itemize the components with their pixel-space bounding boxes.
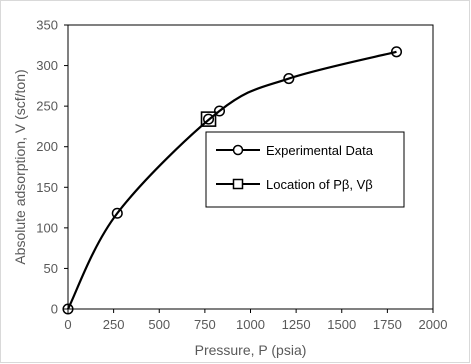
experimental-data-point — [283, 73, 295, 85]
x-tick-label: 2000 — [419, 317, 448, 332]
y-tick-label: 300 — [36, 58, 58, 73]
y-tick-label: 50 — [44, 261, 58, 276]
experimental-data-point — [213, 105, 226, 117]
y-axis-ticks: 0 50 100 150 200 250 300 350 — [36, 18, 68, 317]
x-tick-label: 500 — [148, 317, 170, 332]
y-tick-label: 0 — [51, 302, 58, 317]
p-beta-location-point — [202, 113, 215, 125]
p-beta-location-marker — [200, 111, 217, 127]
marker-layer — [62, 46, 403, 315]
y-tick-label: 350 — [36, 18, 58, 33]
x-axis-title: Pressure, P (psia) — [195, 342, 307, 358]
legend-box — [205, 131, 405, 208]
x-tick-label: 750 — [194, 317, 216, 332]
x-tick-label: 1250 — [282, 317, 311, 332]
experimental-data-point — [111, 207, 123, 219]
experimental-data-point — [62, 303, 74, 315]
experimental-data-point — [390, 46, 403, 58]
x-tick-label: 250 — [103, 317, 125, 332]
legend: Experimental Data Location of Pβ, Vβ — [205, 131, 405, 208]
y-tick-label: 150 — [36, 180, 58, 195]
x-tick-label: 1750 — [373, 317, 402, 332]
legend-marker-location — [232, 178, 244, 190]
legend-label-location: Location of Pβ, Vβ — [266, 177, 373, 192]
y-tick-label: 100 — [36, 220, 58, 235]
legend-label-experimental: Experimental Data — [266, 143, 374, 158]
x-tick-label: 1000 — [236, 317, 265, 332]
legend-marker-experimental — [232, 144, 244, 156]
x-tick-label: 0 — [64, 317, 71, 332]
x-axis-ticks: 0 250 500 750 1000 1250 1500 1750 2000 — [64, 309, 447, 332]
y-axis-title: Absolute adsorption, V (scf/ton) — [12, 69, 28, 264]
y-tick-label: 250 — [36, 99, 58, 114]
y-tick-label: 200 — [36, 139, 58, 154]
x-tick-label: 1500 — [327, 317, 356, 332]
